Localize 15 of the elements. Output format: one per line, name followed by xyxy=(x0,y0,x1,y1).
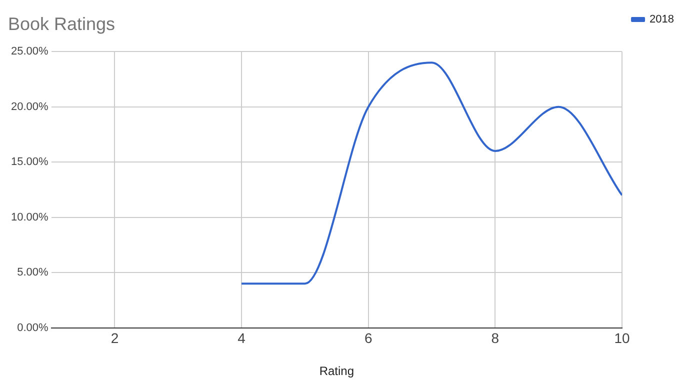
x-tick-label: 2 xyxy=(110,330,119,346)
x-tick-label: 8 xyxy=(491,330,500,346)
y-tick-label: 5.00% xyxy=(17,266,49,279)
y-tick-label: 10.00% xyxy=(10,211,49,224)
x-tick-label: 10 xyxy=(614,330,630,346)
x-tick-label: 4 xyxy=(238,330,246,346)
x-tick-label: 6 xyxy=(364,330,372,346)
chart-title: Book Ratings xyxy=(8,14,116,34)
y-tick-label: 0.00% xyxy=(17,322,49,334)
legend-label: 2018 xyxy=(650,14,674,26)
y-tick-label: 25.00% xyxy=(10,46,49,58)
line-series xyxy=(240,62,622,285)
y-tick-label: 15.00% xyxy=(10,156,49,168)
x-axis-title: Rating xyxy=(319,364,354,378)
y-tick-label: 20.00% xyxy=(10,100,49,113)
